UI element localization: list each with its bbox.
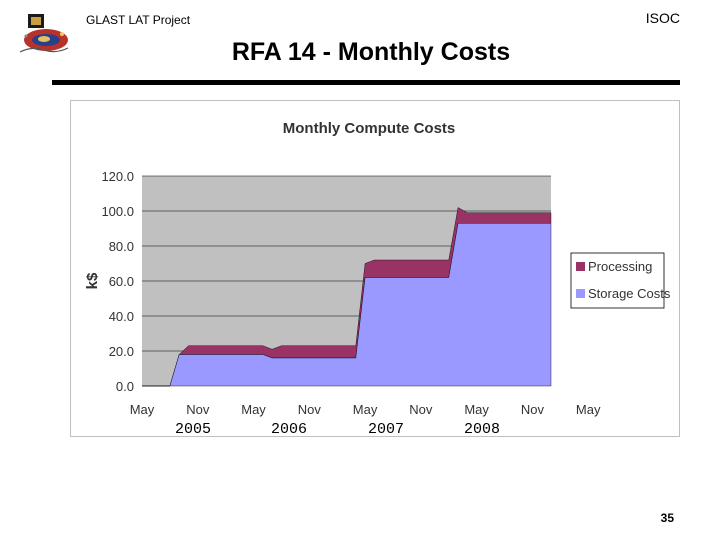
y-tick-label: 60.0 bbox=[109, 274, 134, 289]
y-tick-label: 100.0 bbox=[101, 204, 134, 219]
y-tick-label: 40.0 bbox=[109, 309, 134, 324]
org-label: ISOC bbox=[645, 10, 680, 26]
legend-processing-swatch bbox=[576, 262, 585, 271]
year-label-2007: 2007 bbox=[368, 421, 405, 438]
legend-storage-swatch bbox=[576, 289, 585, 298]
chart-frame: Monthly Compute Costs 120.0 100.0 80.0 60.0… bbox=[70, 100, 680, 437]
x-tick-label: May bbox=[464, 402, 489, 417]
y-axis-label: k$ bbox=[84, 272, 101, 289]
glast-logo-icon bbox=[19, 14, 69, 53]
x-tick-label: Nov bbox=[521, 402, 545, 417]
chart-title: Monthly Compute Costs bbox=[283, 120, 456, 137]
year-label-2006: 2006 bbox=[271, 421, 308, 438]
year-label-2008: 2008 bbox=[464, 421, 501, 438]
x-tick-label: Nov bbox=[298, 402, 322, 417]
legend-processing-label: Processing bbox=[588, 259, 652, 274]
project-name: GLAST LAT Project bbox=[86, 13, 191, 27]
page-number: 35 bbox=[660, 511, 674, 525]
x-tick-label: May bbox=[353, 402, 378, 417]
legend-storage-label: Storage Costs bbox=[588, 286, 671, 301]
y-tick-label: 20.0 bbox=[109, 344, 134, 359]
y-tick-label: 0.0 bbox=[116, 379, 134, 394]
title-divider bbox=[52, 80, 680, 85]
y-tick-label: 80.0 bbox=[109, 239, 134, 254]
y-tick-label: 120.0 bbox=[101, 169, 134, 184]
year-label-2005: 2005 bbox=[175, 421, 212, 438]
legend: Processing Storage Costs bbox=[570, 252, 671, 309]
x-tick-label: May bbox=[576, 402, 601, 417]
x-tick-label: May bbox=[241, 402, 266, 417]
x-tick-label: Nov bbox=[409, 402, 433, 417]
storage-area bbox=[142, 223, 552, 387]
x-tick-label: May bbox=[130, 402, 155, 417]
x-tick-label: Nov bbox=[186, 402, 210, 417]
page-title: RFA 14 - Monthly Costs bbox=[231, 38, 511, 66]
monthly-costs-chart: Monthly Compute Costs 120.0 100.0 80.0 60.0… bbox=[84, 120, 671, 417]
